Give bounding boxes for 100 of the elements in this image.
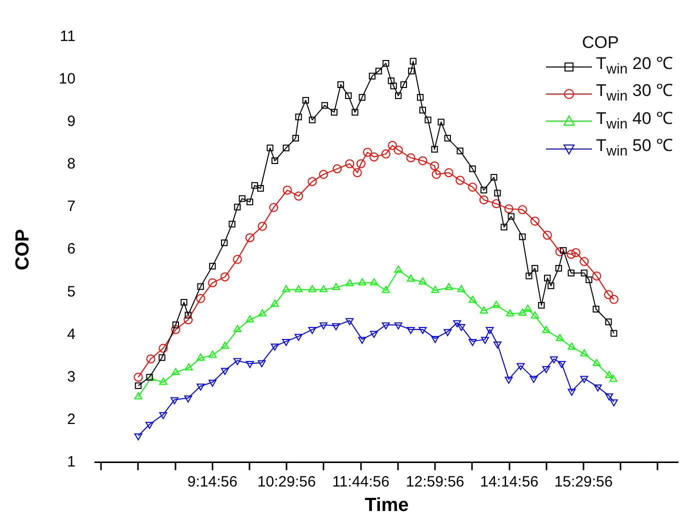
point xyxy=(406,153,416,162)
point xyxy=(196,354,205,361)
point xyxy=(134,392,142,400)
point xyxy=(184,363,193,370)
point xyxy=(504,204,514,214)
point xyxy=(220,342,229,349)
point xyxy=(568,342,576,350)
point xyxy=(345,159,354,168)
y-tick-label: 1 xyxy=(67,453,76,470)
point xyxy=(594,384,602,392)
point xyxy=(270,300,279,307)
point xyxy=(592,271,602,280)
point xyxy=(571,248,580,258)
point xyxy=(558,361,566,368)
point xyxy=(609,294,618,304)
point xyxy=(258,309,266,316)
y-tick-label: 8 xyxy=(67,156,76,173)
y-tick-label: 3 xyxy=(67,368,76,386)
point xyxy=(555,247,564,256)
point xyxy=(282,186,292,195)
point xyxy=(486,327,494,334)
y-tick-label: 9 xyxy=(67,113,76,130)
point xyxy=(270,344,279,351)
point xyxy=(356,159,366,168)
point xyxy=(530,216,540,226)
point xyxy=(542,326,550,333)
point xyxy=(542,230,552,240)
point xyxy=(568,388,576,396)
point xyxy=(352,168,362,178)
point xyxy=(468,296,477,303)
point xyxy=(159,378,168,385)
point xyxy=(146,422,154,429)
y-axis-title: COP xyxy=(12,228,34,270)
x-tick-label: 11:44:56 xyxy=(332,473,390,490)
point xyxy=(394,266,402,273)
point xyxy=(220,272,230,282)
point xyxy=(609,374,618,382)
point xyxy=(370,278,378,286)
point xyxy=(394,146,403,155)
point xyxy=(220,368,229,375)
point xyxy=(444,168,454,178)
legend-label: T$_{win}$ 30 ℃ xyxy=(596,80,673,107)
point xyxy=(346,279,354,286)
point xyxy=(580,257,589,266)
point xyxy=(246,315,254,322)
point xyxy=(406,327,415,334)
point xyxy=(308,327,316,334)
point xyxy=(158,344,168,353)
point xyxy=(605,393,614,400)
point xyxy=(320,322,328,330)
point xyxy=(246,361,254,368)
point xyxy=(170,397,178,404)
point xyxy=(444,282,453,290)
point xyxy=(208,278,217,288)
point xyxy=(233,325,242,332)
point xyxy=(159,412,168,420)
point xyxy=(196,384,205,391)
point xyxy=(480,306,488,314)
point xyxy=(524,304,532,312)
point xyxy=(481,336,489,344)
point xyxy=(282,338,290,346)
point xyxy=(479,195,488,204)
legend-label: T$_{win}$ 40 ℃ xyxy=(596,108,673,134)
point xyxy=(418,277,427,284)
point xyxy=(332,164,342,174)
point xyxy=(506,309,514,316)
point xyxy=(516,363,525,370)
point xyxy=(245,233,254,242)
point xyxy=(566,250,576,259)
y-tick-label: 4 xyxy=(67,326,76,343)
legend-title: COP xyxy=(581,32,620,53)
point xyxy=(382,286,390,293)
point xyxy=(457,324,466,332)
point xyxy=(319,170,328,179)
point xyxy=(605,370,614,378)
point xyxy=(431,286,440,293)
point xyxy=(369,152,378,162)
x-tick-label: 10:29:56 xyxy=(257,473,316,490)
point xyxy=(171,325,180,334)
point xyxy=(346,318,354,326)
point xyxy=(432,170,441,179)
point xyxy=(453,320,462,328)
point xyxy=(370,330,378,338)
point xyxy=(258,222,267,231)
y-tick-label: 2 xyxy=(67,410,76,428)
y-tick-label: 6 xyxy=(67,240,76,258)
point xyxy=(332,323,340,330)
point xyxy=(258,360,266,368)
point xyxy=(580,376,588,383)
point xyxy=(184,315,193,324)
point xyxy=(604,290,614,300)
point xyxy=(492,199,501,208)
point xyxy=(494,341,502,348)
point xyxy=(592,359,601,366)
point xyxy=(456,176,465,185)
point xyxy=(358,278,366,286)
point xyxy=(134,372,143,382)
point xyxy=(431,336,440,343)
point xyxy=(388,140,397,150)
point xyxy=(504,376,513,384)
